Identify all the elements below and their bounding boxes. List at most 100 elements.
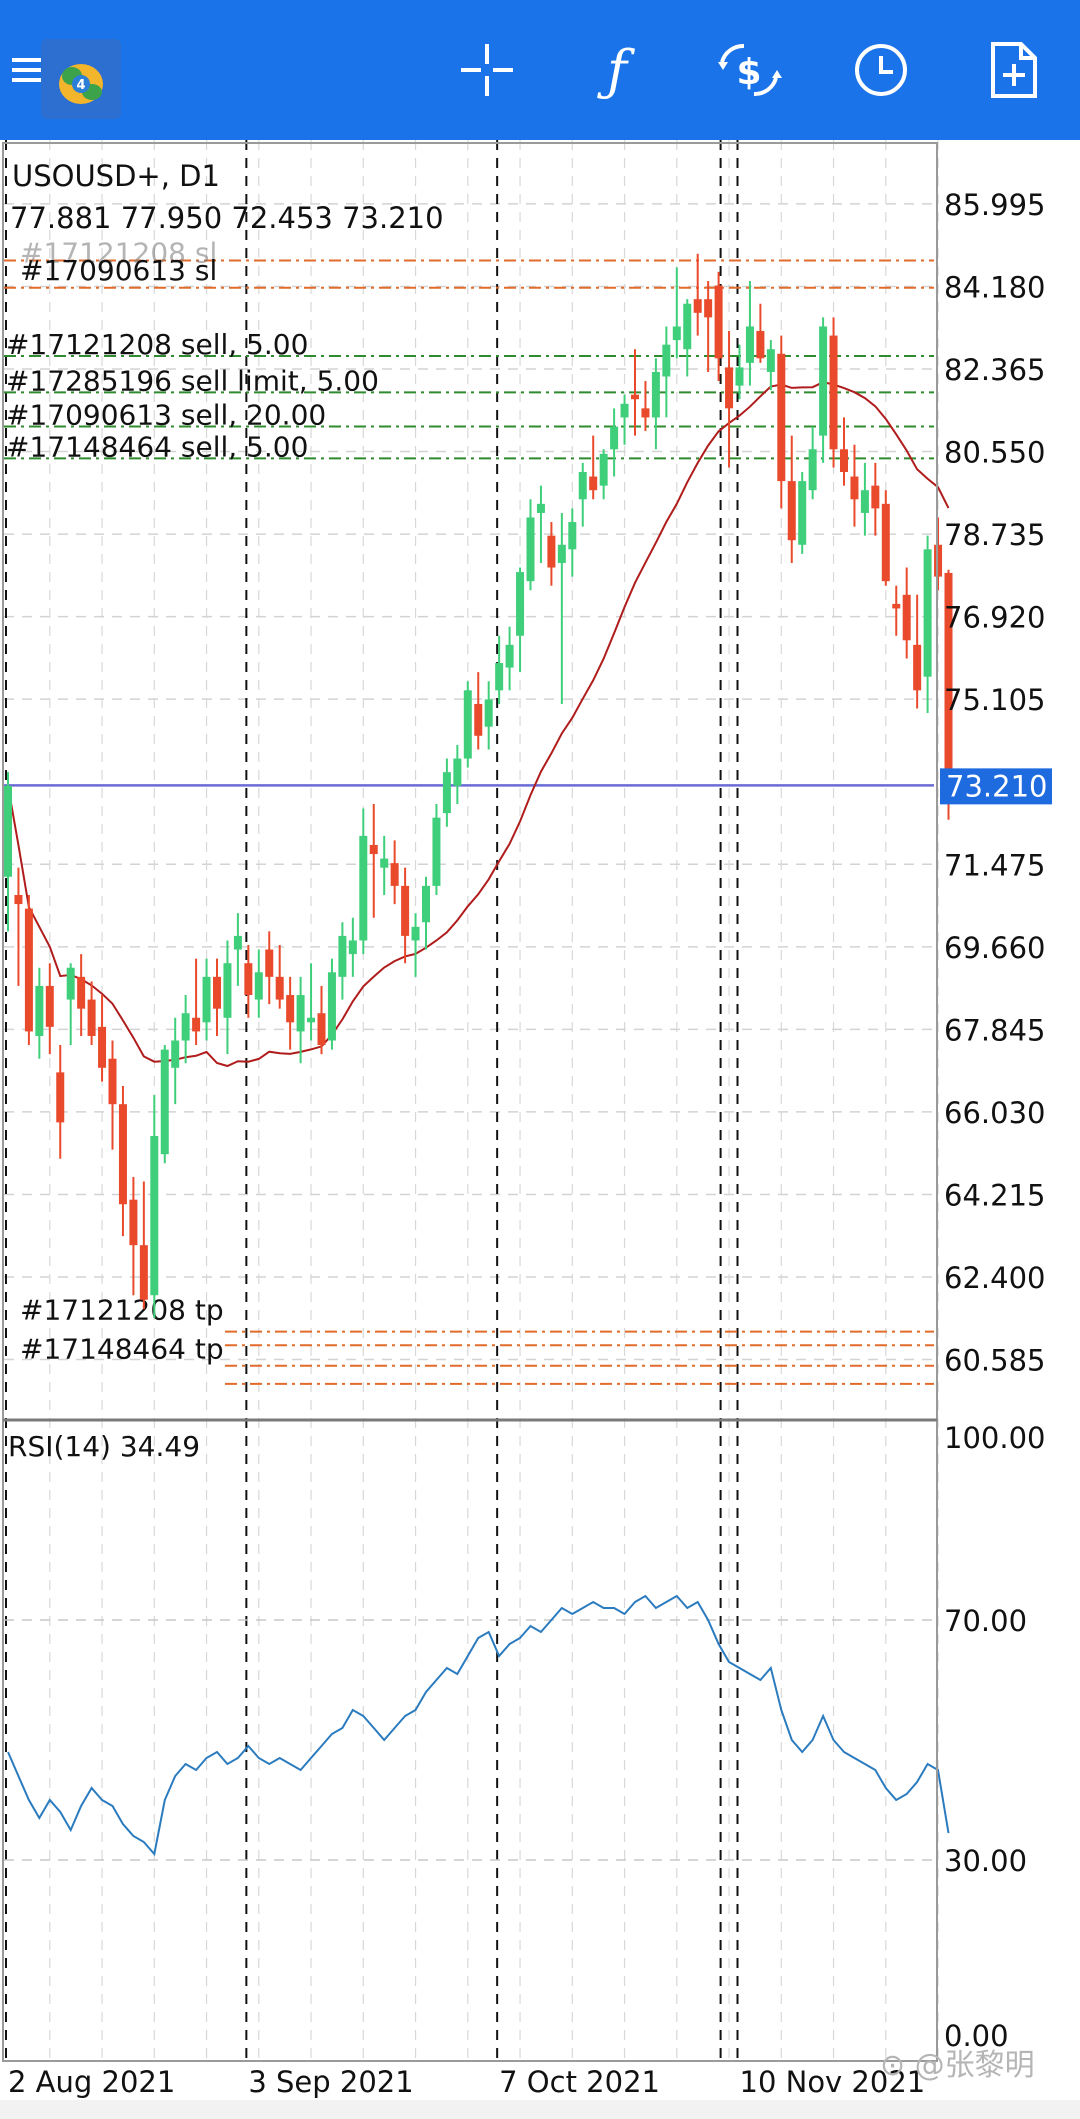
y-tick-label: 67.845 [944, 1013, 1045, 1047]
order-label: #17121208 tp [20, 1294, 224, 1327]
candle-body [840, 449, 848, 473]
candle-body [202, 976, 211, 1023]
x-tick-label: 7 Oct 2021 [499, 2065, 660, 2099]
candle-body [662, 344, 671, 377]
candle-body [641, 408, 650, 418]
y-tick-label: 80.550 [944, 436, 1045, 470]
candle-body [348, 940, 357, 955]
order-label: #17148464 tp [20, 1333, 224, 1366]
candle-body [651, 371, 660, 418]
candle-body [714, 285, 723, 359]
candle-body [98, 1026, 107, 1068]
order-label: #17090613 sl [20, 254, 217, 287]
hamburger-menu-icon[interactable] [0, 28, 70, 112]
chart-area[interactable]: #17121208 sl #17090613 sl #17121208 sell, … [0, 140, 1080, 2100]
candle-body [944, 572, 953, 786]
candles-layer [4, 253, 953, 1318]
candle-body [599, 453, 608, 486]
candle-body [463, 690, 472, 759]
candle-body [704, 299, 713, 318]
candle-body [442, 772, 451, 814]
indicators-glyph: ƒ [607, 38, 627, 102]
new-order-document-icon[interactable] [971, 28, 1055, 112]
y-tick-label: 75.105 [944, 683, 1045, 717]
candle-body [327, 972, 336, 1041]
candle-body [683, 303, 692, 350]
candle-body [505, 644, 514, 668]
candle-body [223, 963, 232, 1018]
candle-body [631, 394, 639, 400]
candle-body [181, 1013, 190, 1041]
x-tick-label: 10 Nov 2021 [740, 2065, 926, 2099]
order-label: #17121208 sell, 5.00 [6, 328, 308, 361]
top-toolbar: 4 ƒ $ [0, 0, 1080, 140]
axis-layer: 85.995 84.180 82.365 80.550 78.735 76.920 75.1… [8, 188, 1052, 2099]
candle-body [787, 481, 796, 541]
candle-body [745, 326, 754, 363]
y-tick-label: 71.475 [944, 848, 1045, 882]
candle-body [693, 299, 702, 313]
candle-body [860, 490, 869, 513]
candle-body [850, 476, 859, 500]
indicators-icon[interactable]: ƒ [575, 28, 659, 112]
trade-icon[interactable]: $ [707, 28, 791, 112]
candle-body [536, 503, 545, 513]
candle-body [244, 963, 253, 996]
candle-body [547, 535, 556, 568]
candle-body [150, 1136, 159, 1296]
candle-body [474, 703, 483, 736]
candle-body [902, 594, 911, 641]
candle-body [725, 367, 734, 409]
candle-body [275, 976, 284, 1000]
order-label: #17148464 sell, 5.00 [6, 430, 308, 463]
candle-body [777, 353, 786, 482]
candle-body [819, 326, 828, 436]
watermark-text: ⊙ @张黎明 [880, 2048, 1035, 2083]
x-tick-label: 3 Sep 2021 [248, 2065, 413, 2099]
candle-body [453, 758, 462, 786]
candle-body [411, 926, 420, 941]
timeframe-clock-icon[interactable] [839, 28, 923, 112]
y-tick-label: 82.365 [944, 353, 1045, 387]
candle-body [526, 517, 535, 582]
candle-body [390, 863, 399, 886]
candle-body [317, 1013, 326, 1046]
candle-body [108, 1058, 117, 1105]
metatrader-4-logo[interactable]: 4 [38, 36, 124, 122]
candle-body [557, 544, 566, 563]
candle-body [160, 1049, 169, 1155]
candle-body [881, 503, 890, 582]
y-tick-label: 85.995 [944, 188, 1045, 222]
candle-body [934, 544, 943, 577]
candle-body [265, 949, 274, 977]
candle-body [77, 976, 86, 1009]
candle-body [286, 995, 295, 1023]
candle-body [254, 972, 263, 1000]
rsi-layer [4, 1594, 950, 1861]
candle-body [56, 1072, 65, 1123]
current-price-badge [940, 768, 1052, 805]
rsi-line [7, 1594, 950, 1857]
y-tick-label: 66.030 [944, 1096, 1045, 1130]
candle-body [401, 885, 410, 936]
y-tick-label: 62.400 [944, 1261, 1045, 1295]
candle-body [578, 472, 587, 500]
candle-body [192, 1017, 201, 1032]
candle-body [213, 976, 221, 1009]
rsi-tick-label: 0.00 [944, 2019, 1009, 2053]
price-chart-svg[interactable]: #17121208 sl#17090613 sl #17121208 sell, … [0, 140, 1080, 2100]
candle-body [923, 549, 932, 677]
order-label: #17285196 sell limit, 5.00 [6, 364, 379, 397]
candle-body [484, 699, 493, 727]
candle-body [87, 999, 96, 1036]
candle-body [338, 935, 347, 977]
candle-body [359, 835, 368, 941]
y-tick-label: 64.215 [944, 1178, 1045, 1212]
candle-body [892, 603, 901, 609]
crosshair-icon[interactable] [445, 28, 529, 112]
candle-body [369, 844, 378, 855]
candle-body [118, 1104, 127, 1205]
candle-body [829, 335, 838, 450]
grid-layer [4, 140, 939, 2060]
svg-text:4: 4 [76, 78, 85, 93]
